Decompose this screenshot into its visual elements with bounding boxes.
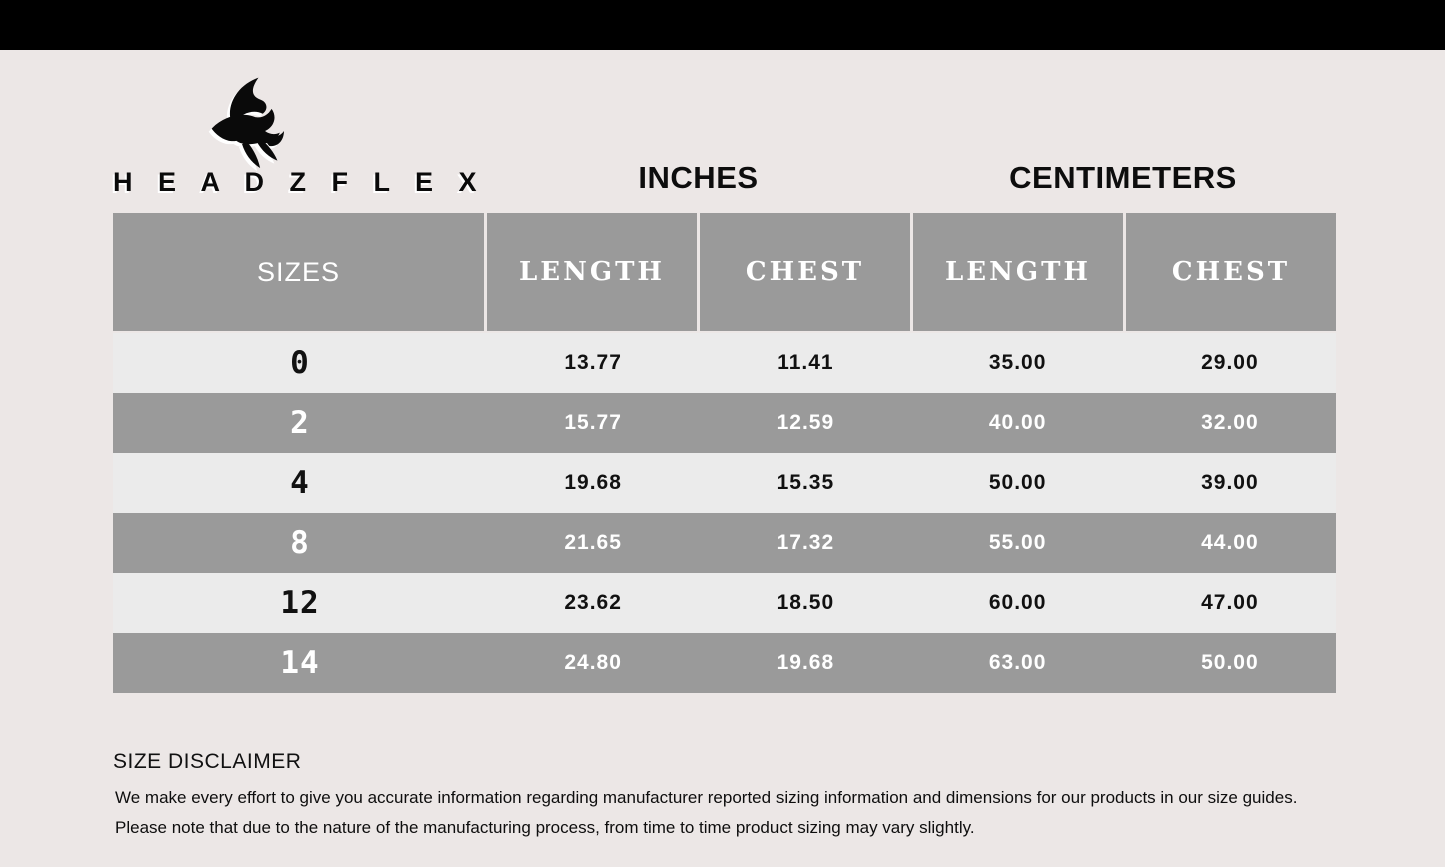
eagle-flame-logo-icon (211, 77, 284, 168)
inches-length-value: 19.68 (564, 471, 622, 494)
header-cell-cm-length: LENGTH (913, 213, 1126, 331)
inches-heading: INCHES (638, 160, 759, 195)
inches-chest-label: CHEST (745, 257, 865, 287)
cm-length-value: 40.00 (988, 411, 1047, 434)
size-disclaimer-line-1: We make every effort to give you accurat… (115, 788, 1298, 807)
cm-length-value: 55.00 (988, 531, 1047, 554)
inches-length-value: 24.80 (564, 651, 622, 674)
top-black-bar (0, 0, 1445, 50)
cm-chest-value: 47.00 (1201, 591, 1259, 614)
table-row-size-0: 0 13.77 11.41 35.00 29.00 (113, 333, 1336, 393)
header-cell-cm-chest: CHEST (1126, 213, 1336, 331)
sizes-header-label: SIZES (256, 256, 341, 287)
cm-chest-value: 32.00 (1201, 411, 1259, 434)
table-row-size-2: 2 15.77 12.59 40.00 32.00 (113, 393, 1336, 453)
centimeters-heading: CENTIMETERS (1009, 160, 1237, 195)
size-table: SIZES LENGTH CHEST LENGTH CHEST 0 13.77 … (113, 213, 1336, 693)
inches-length-value: 15.77 (564, 411, 622, 434)
size-disclaimer-title: SIZE DISCLAIMER (113, 750, 302, 773)
cm-length-value: 35.00 (988, 351, 1047, 374)
inches-chest-value: 12.59 (776, 411, 835, 434)
size-value: 12 (280, 585, 320, 621)
size-value: 8 (290, 525, 310, 561)
size-value: 14 (280, 645, 320, 681)
size-disclaimer-line-2: Please note that due to the nature of th… (115, 818, 975, 837)
inches-chest-value: 17.32 (776, 531, 835, 554)
size-value: 2 (290, 405, 310, 441)
table-row-size-14: 14 24.80 19.68 63.00 50.00 (113, 633, 1336, 693)
cm-chest-value: 44.00 (1201, 531, 1259, 554)
cm-length-value: 63.00 (988, 651, 1047, 674)
inches-length-value: 13.77 (564, 351, 622, 374)
table-row-size-12: 12 23.62 18.50 60.00 47.00 (113, 573, 1336, 633)
inches-chest-value: 19.68 (776, 651, 835, 674)
cm-chest-label: CHEST (1171, 257, 1291, 287)
inches-chest-value: 11.41 (777, 351, 834, 374)
size-value: 0 (290, 345, 310, 381)
inches-length-value: 21.65 (564, 531, 622, 554)
cm-chest-value: 29.00 (1201, 351, 1259, 374)
brand-name: H E A D Z F L E X (113, 167, 486, 197)
inches-chest-value: 15.35 (776, 471, 835, 494)
cm-length-label: LENGTH (945, 257, 1091, 287)
header-cell-inches-length: LENGTH (487, 213, 700, 331)
cm-chest-value: 39.00 (1201, 471, 1259, 494)
table-row-size-8: 8 21.65 17.32 55.00 44.00 (113, 513, 1336, 573)
inches-length-value: 23.62 (564, 591, 622, 614)
inches-chest-value: 18.50 (776, 591, 835, 614)
size-value: 4 (290, 465, 310, 501)
size-table-header-row: SIZES LENGTH CHEST LENGTH CHEST (113, 213, 1336, 333)
inches-length-label: LENGTH (519, 257, 665, 287)
header-cell-sizes: SIZES (113, 213, 487, 331)
cm-length-value: 60.00 (988, 591, 1047, 614)
table-row-size-4: 4 19.68 15.35 50.00 39.00 (113, 453, 1336, 513)
cm-length-value: 50.00 (988, 471, 1047, 494)
cm-chest-value: 50.00 (1201, 651, 1259, 674)
header-cell-inches-chest: CHEST (700, 213, 913, 331)
